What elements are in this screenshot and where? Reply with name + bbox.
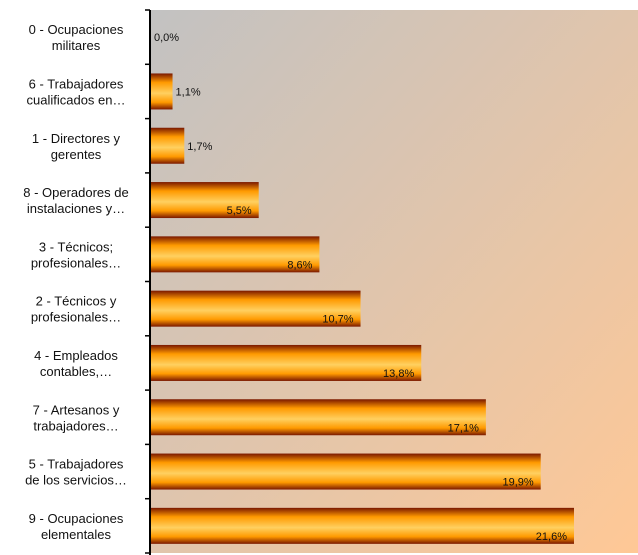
data-label: 0,0% (154, 32, 179, 44)
category-label: 0 - Ocupaciones militares (29, 22, 124, 53)
category-label: 5 - Trabajadores de los servicios… (25, 457, 127, 488)
category-label: 6 - Trabajadores cualificados en… (27, 76, 126, 107)
category-label: 4 - Empleados contables,… (34, 348, 118, 379)
category-label: 1 - Directores y gerentes (32, 131, 121, 162)
data-label: 21,6% (536, 531, 567, 543)
bars (151, 73, 574, 544)
data-label: 5,5% (227, 205, 252, 217)
bar (151, 73, 173, 110)
category-label: 7 - Artesanos y trabajadores… (33, 402, 120, 433)
bar (151, 182, 259, 219)
bar (151, 344, 422, 381)
labels: 0,0% 0 - Ocupaciones militares 1,1% 6 - Trab… (23, 22, 567, 543)
data-label: 19,9% (503, 477, 534, 489)
category-label: 8 - Operadores de instalaciones y… (23, 185, 129, 216)
bar (151, 127, 185, 164)
data-label: 8,6% (287, 259, 312, 271)
category-label: 3 - Técnicos; profesionales… (31, 239, 121, 270)
bar (151, 290, 361, 327)
data-label: 13,8% (383, 368, 414, 380)
data-label: 17,1% (448, 422, 479, 434)
category-label: 9 - Ocupaciones elementales (29, 511, 124, 542)
bar (151, 236, 320, 273)
data-label: 1,1% (176, 86, 201, 98)
bar (151, 453, 541, 490)
bar (151, 507, 574, 544)
bar (151, 399, 486, 436)
data-label: 10,7% (322, 314, 353, 326)
y-axis-ticks (145, 9, 150, 554)
data-label: 1,7% (187, 141, 212, 153)
category-label: 2 - Técnicos y profesionales… (31, 294, 121, 325)
